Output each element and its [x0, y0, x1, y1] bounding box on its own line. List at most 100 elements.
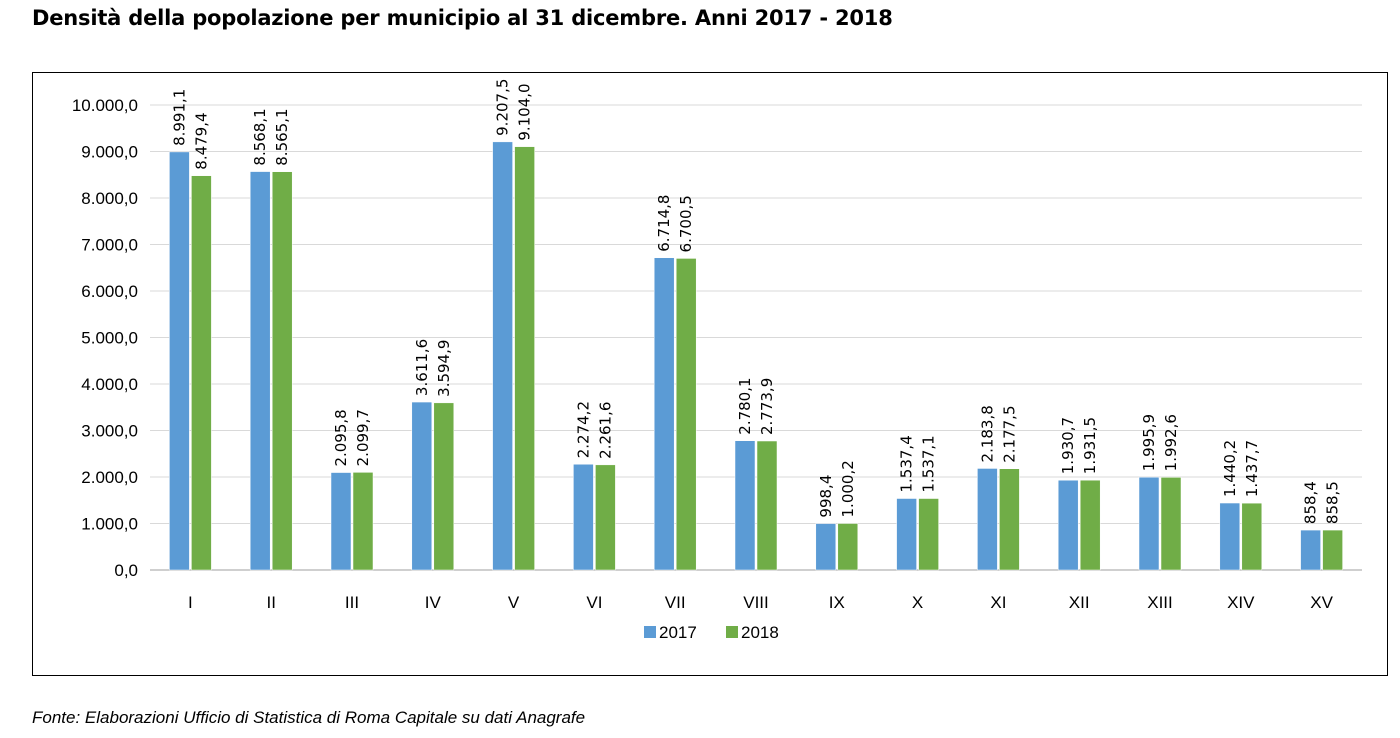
bar-2017	[573, 463, 594, 571]
x-tick-label: VI	[586, 593, 602, 612]
source-note: Fonte: Elaborazioni Ufficio di Statistic…	[32, 708, 586, 727]
x-tick-label: XIV	[1227, 593, 1255, 612]
x-tick-label: V	[508, 593, 520, 612]
y-tick-label: 2.000,0	[81, 468, 138, 487]
bar-2017	[734, 440, 756, 571]
x-tick-label: XIII	[1147, 593, 1173, 612]
x-tick-label: III	[345, 593, 359, 612]
data-label-2018: 2.177,5	[1000, 405, 1018, 462]
bar-2017	[492, 141, 513, 571]
legend-swatch-2018	[726, 626, 738, 638]
data-label-2018: 9.104,0	[516, 83, 534, 140]
bar-2018	[1079, 479, 1101, 571]
data-label-2017: 2.780,1	[736, 377, 754, 434]
y-axis-ticks: 0,0 1.000,0 2.000,0 3.000,0 4.000,0 5.000,0 6.…	[72, 96, 138, 580]
data-label-2017: 3.611,6	[413, 339, 431, 396]
bar-2017	[1138, 476, 1160, 571]
bar-2018	[271, 171, 293, 571]
x-tick-label: II	[266, 593, 275, 612]
data-label-2017: 2.183,8	[978, 405, 996, 462]
data-label-2017: 2.274,2	[574, 401, 592, 458]
data-label-2017: 6.714,8	[655, 194, 673, 251]
legend-label-2018: 2018	[741, 623, 779, 642]
y-tick-label: 1.000,0	[81, 515, 138, 534]
bars	[169, 141, 1343, 571]
legend: 2017 2018	[644, 623, 779, 642]
data-label-2018: 6.700,5	[677, 195, 695, 252]
x-tick-label: I	[188, 593, 193, 612]
bar-2018	[999, 468, 1020, 571]
bar-2017	[977, 468, 998, 571]
legend-swatch-2017	[644, 626, 656, 638]
y-tick-label: 10.000,0	[72, 96, 138, 115]
data-label-2018: 3.594,9	[435, 340, 453, 397]
x-tick-label: IV	[425, 593, 442, 612]
bar-2018	[433, 402, 455, 571]
x-tick-label: VII	[665, 593, 686, 612]
y-tick-label: 4.000,0	[81, 375, 138, 394]
bar-2017	[815, 523, 837, 571]
bar-2018	[595, 464, 616, 571]
bar-2017	[411, 401, 433, 571]
data-label-2018: 8.479,4	[192, 112, 210, 169]
x-tick-label: XV	[1310, 593, 1333, 612]
data-label-2018: 1.931,5	[1081, 417, 1099, 474]
bar-2017	[1300, 529, 1321, 571]
bar-2018	[514, 146, 535, 571]
gridlines	[150, 104, 1362, 571]
chart-frame: 0,0 1.000,0 2.000,0 3.000,0 4.000,0 5.000,0 6.…	[32, 72, 1388, 676]
x-tick-label: VIII	[743, 593, 769, 612]
y-tick-label: 8.000,0	[81, 189, 138, 208]
data-label-2018: 1.537,1	[920, 435, 938, 492]
bar-2018	[1160, 477, 1182, 571]
bar-2018	[675, 258, 697, 571]
bar-2017	[330, 472, 352, 571]
bar-2017	[1219, 502, 1241, 571]
data-label-2018: 2.099,7	[354, 409, 372, 466]
bar-2018	[352, 472, 374, 571]
bar-2017	[896, 498, 917, 571]
data-label-2018: 1.437,7	[1243, 440, 1261, 497]
data-label-2017: 1.930,7	[1059, 417, 1077, 474]
bar-2017	[249, 171, 271, 571]
data-label-2017: 9.207,5	[494, 79, 512, 136]
data-label-2018: 8.565,1	[273, 108, 291, 165]
data-label-2017: 1.995,9	[1140, 414, 1158, 471]
y-tick-label: 6.000,0	[81, 282, 138, 301]
data-label-2018: 1.992,6	[1162, 414, 1180, 471]
data-label-2017: 858,4	[1302, 481, 1320, 524]
data-label-2018: 2.261,6	[596, 402, 614, 459]
bar-2018	[191, 175, 212, 571]
bar-2018	[1322, 529, 1343, 571]
bar-2018	[918, 498, 939, 571]
bar-2018	[1241, 502, 1263, 571]
data-labels: 8.991,1 8.479,4 8.568,1 8.565,1 2.095,8 2.099…	[170, 79, 1341, 524]
bar-2017	[169, 151, 190, 571]
y-tick-label: 5.000,0	[81, 329, 138, 348]
data-label-2017: 1.537,4	[898, 435, 916, 492]
data-label-2018: 858,5	[1324, 481, 1342, 524]
data-label-2017: 8.568,1	[251, 108, 269, 165]
y-tick-label: 7.000,0	[81, 236, 138, 255]
legend-label-2017: 2017	[659, 623, 697, 642]
y-tick-label: 9.000,0	[81, 143, 138, 162]
bar-2018	[756, 440, 778, 571]
bar-2017	[653, 257, 675, 571]
x-axis-ticks: I II III IV V VI VII VIII IX X XI XII XIII XIV XV	[188, 593, 1334, 612]
y-tick-label: 3.000,0	[81, 422, 138, 441]
bar-2017	[1057, 479, 1079, 571]
bar-2018	[837, 523, 859, 571]
y-tick-label: 0,0	[114, 561, 138, 580]
x-tick-label: X	[912, 593, 923, 612]
bar-chart: 0,0 1.000,0 2.000,0 3.000,0 4.000,0 5.000,0 6.…	[72, 79, 1362, 642]
data-label-2017: 998,4	[817, 475, 835, 518]
x-tick-label: XI	[990, 593, 1006, 612]
x-tick-label: IX	[829, 593, 845, 612]
data-label-2018: 2.773,9	[758, 378, 776, 435]
x-tick-label: XII	[1069, 593, 1090, 612]
data-label-2017: 2.095,8	[332, 409, 350, 466]
chart-title: Densità della popolazione per municipio …	[32, 6, 893, 30]
data-label-2017: 8.991,1	[170, 89, 188, 146]
data-label-2018: 1.000,2	[839, 460, 857, 517]
data-label-2017: 1.440,2	[1221, 440, 1239, 497]
